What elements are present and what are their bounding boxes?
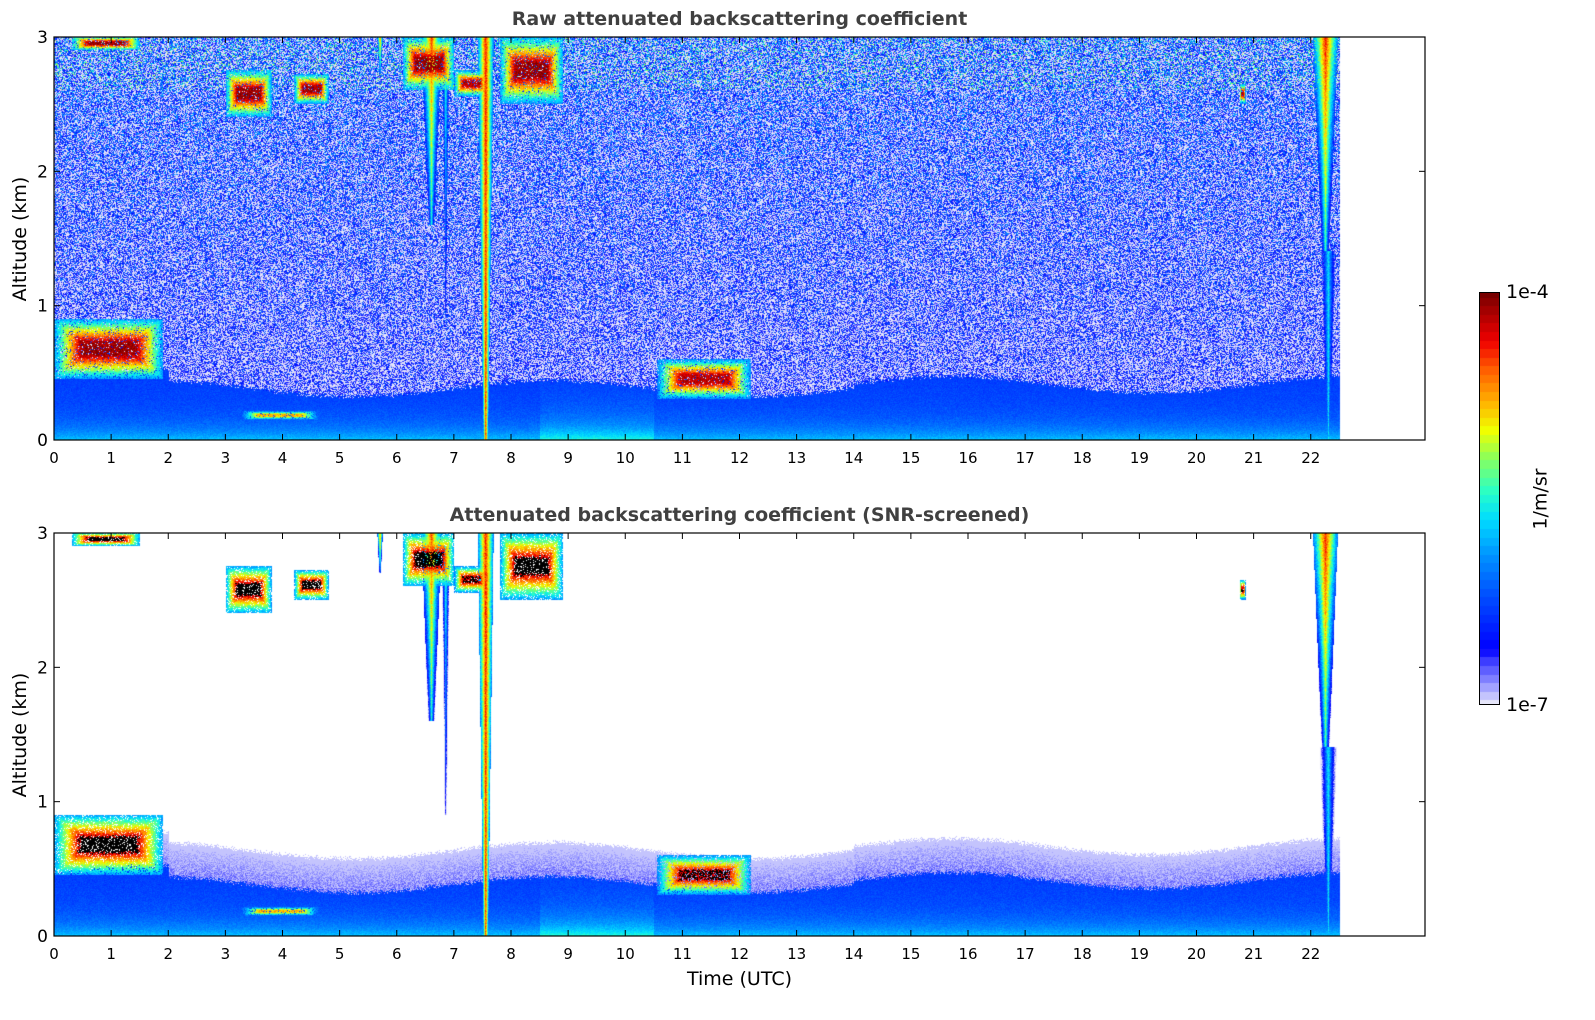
x-tick-label: 18 bbox=[1073, 449, 1092, 467]
x-tick-label: 21 bbox=[1244, 449, 1263, 467]
bottom-y-axis-label: Altitude (km) bbox=[9, 672, 31, 798]
x-tick-label: 20 bbox=[1187, 449, 1206, 467]
colorbar-units-label: 1/m/sr bbox=[1529, 468, 1552, 530]
x-tick-label: 15 bbox=[901, 945, 920, 963]
bottom-heatmap bbox=[54, 533, 1425, 936]
colorbar-min-label: 1e-7 bbox=[1506, 694, 1549, 716]
y-tick-label: 2 bbox=[37, 658, 48, 678]
x-tick-label: 4 bbox=[278, 449, 288, 467]
y-tick-label: 1 bbox=[37, 793, 48, 813]
x-tick-label: 0 bbox=[49, 449, 59, 467]
x-tick-label: 16 bbox=[958, 945, 977, 963]
top-y-axis-label: Altitude (km) bbox=[9, 176, 31, 302]
x-tick-label: 19 bbox=[1130, 945, 1149, 963]
x-tick-label: 18 bbox=[1073, 945, 1092, 963]
x-axis-label: Time (UTC) bbox=[686, 968, 793, 990]
x-tick-label: 3 bbox=[221, 449, 231, 467]
colorbar-max-label: 1e-4 bbox=[1506, 281, 1549, 303]
x-tick-label: 4 bbox=[278, 945, 288, 963]
x-tick-label: 11 bbox=[673, 945, 692, 963]
x-tick-label: 8 bbox=[506, 945, 516, 963]
x-tick-label: 14 bbox=[844, 945, 863, 963]
top-heatmap bbox=[54, 37, 1425, 440]
y-tick-label: 3 bbox=[37, 28, 48, 48]
y-tick-label: 0 bbox=[37, 927, 48, 947]
x-tick-label: 0 bbox=[49, 945, 59, 963]
x-tick-label: 6 bbox=[392, 449, 402, 467]
top-plot-title: Raw attenuated backscattering coefficien… bbox=[511, 8, 968, 30]
x-tick-label: 9 bbox=[563, 945, 573, 963]
x-tick-label: 22 bbox=[1301, 449, 1320, 467]
x-tick-label: 14 bbox=[844, 449, 863, 467]
x-tick-label: 2 bbox=[163, 945, 173, 963]
x-tick-label: 21 bbox=[1244, 945, 1263, 963]
x-tick-label: 19 bbox=[1130, 449, 1149, 467]
x-tick-label: 11 bbox=[673, 449, 692, 467]
x-tick-label: 16 bbox=[958, 449, 977, 467]
x-tick-label: 17 bbox=[1016, 449, 1035, 467]
x-tick-label: 13 bbox=[787, 945, 806, 963]
x-tick-label: 12 bbox=[730, 449, 749, 467]
x-tick-label: 5 bbox=[335, 945, 345, 963]
x-tick-label: 10 bbox=[616, 945, 635, 963]
x-tick-label: 1 bbox=[106, 945, 116, 963]
x-tick-label: 3 bbox=[221, 945, 231, 963]
x-tick-label: 9 bbox=[563, 449, 573, 467]
y-tick-label: 2 bbox=[37, 162, 48, 182]
x-tick-label: 2 bbox=[163, 449, 173, 467]
x-tick-label: 8 bbox=[506, 449, 516, 467]
x-tick-label: 6 bbox=[392, 945, 402, 963]
x-tick-label: 7 bbox=[449, 945, 459, 963]
y-tick-label: 1 bbox=[37, 297, 48, 317]
y-tick-label: 3 bbox=[37, 524, 48, 544]
x-tick-label: 15 bbox=[901, 449, 920, 467]
x-tick-label: 17 bbox=[1016, 945, 1035, 963]
x-tick-label: 12 bbox=[730, 945, 749, 963]
x-tick-label: 1 bbox=[106, 449, 116, 467]
axes-frame bbox=[53, 36, 1426, 441]
y-tick-label: 0 bbox=[37, 431, 48, 451]
x-tick-label: 7 bbox=[449, 449, 459, 467]
x-tick-label: 10 bbox=[616, 449, 635, 467]
axes-frame bbox=[53, 532, 1426, 937]
bottom-plot-title: Attenuated backscattering coefficient (S… bbox=[449, 504, 1030, 526]
x-tick-label: 20 bbox=[1187, 945, 1206, 963]
x-tick-label: 5 bbox=[335, 449, 345, 467]
x-tick-label: 22 bbox=[1301, 945, 1320, 963]
x-tick-label: 13 bbox=[787, 449, 806, 467]
colorbar bbox=[1479, 292, 1500, 705]
